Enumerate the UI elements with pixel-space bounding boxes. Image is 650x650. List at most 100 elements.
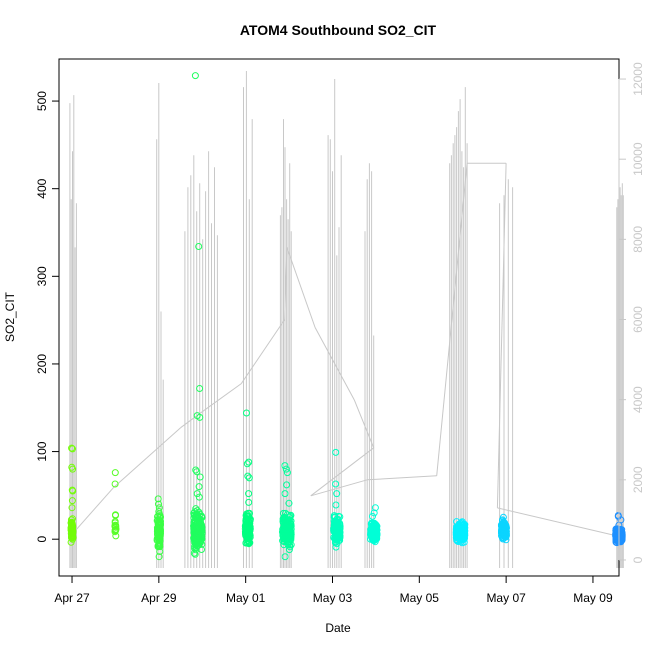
data-point <box>196 413 204 421</box>
y2-tick-label: 6000 <box>631 306 645 333</box>
data-point <box>282 515 290 523</box>
data-point <box>192 466 200 474</box>
data-point <box>157 520 164 528</box>
data-point <box>193 468 201 476</box>
data-point <box>241 522 249 530</box>
overlay-connector <box>112 427 181 489</box>
data-point <box>281 553 289 561</box>
data-point <box>280 541 288 549</box>
data-point <box>281 516 289 524</box>
data-point <box>282 465 290 473</box>
x-tick-label: May 07 <box>486 591 526 605</box>
data-point <box>457 521 465 529</box>
x-axis: Apr 27 Apr 29 May 01 May 03 May 05 May 07 May … <box>54 575 613 605</box>
data-point <box>332 543 340 551</box>
data-point <box>156 525 164 533</box>
x-axis-label: Date <box>325 621 351 635</box>
data-point <box>68 526 76 534</box>
data-point <box>500 530 508 537</box>
data-point <box>244 535 252 543</box>
data-point <box>242 517 250 525</box>
data-point <box>191 550 199 558</box>
data-point <box>499 531 507 539</box>
x-tick-label: May 09 <box>573 591 613 605</box>
data-point <box>112 523 120 531</box>
data-point <box>371 504 379 512</box>
y-tick-label: 100 <box>35 441 49 461</box>
data-point <box>332 480 340 488</box>
data-point <box>371 532 379 540</box>
overlay-connector <box>496 163 507 508</box>
data-point <box>244 528 252 536</box>
data-point <box>287 532 295 540</box>
data-point <box>246 527 254 535</box>
data-point <box>283 481 291 489</box>
data-point <box>68 497 76 505</box>
data-point <box>243 460 251 468</box>
data-point <box>372 534 380 542</box>
data-point <box>283 469 291 477</box>
y-tick-label: 200 <box>35 354 49 374</box>
data-point <box>191 72 199 80</box>
data-point <box>286 522 294 530</box>
data-point <box>194 538 202 546</box>
primary-series <box>67 72 626 561</box>
data-point <box>195 483 203 491</box>
data-point <box>196 385 204 392</box>
data-point <box>155 500 162 508</box>
data-point <box>245 474 253 482</box>
data-point <box>69 534 77 541</box>
data-point <box>156 530 164 538</box>
overlay-connector <box>367 475 437 481</box>
data-point <box>281 490 289 498</box>
x-tick-label: Apr 29 <box>141 591 177 605</box>
data-point <box>111 469 119 477</box>
data-point <box>195 243 203 250</box>
data-point <box>155 504 163 512</box>
data-point <box>244 472 252 480</box>
data-point <box>155 553 163 561</box>
data-point <box>157 518 164 525</box>
data-point <box>68 444 76 452</box>
data-point <box>155 508 163 515</box>
data-point <box>111 519 119 527</box>
data-point <box>195 493 203 501</box>
data-point <box>154 495 162 503</box>
data-point <box>196 517 204 525</box>
data-point <box>243 409 250 417</box>
data-point <box>112 512 119 519</box>
x-tick-label: May 01 <box>226 591 266 605</box>
data-point <box>154 512 162 520</box>
data-point <box>196 473 204 481</box>
data-point <box>245 498 253 506</box>
data-point <box>280 525 288 533</box>
data-point <box>156 548 164 555</box>
data-point <box>245 490 253 498</box>
chart-title: ATOM4 Southbound SO2_CIT <box>240 22 437 38</box>
overlay-connector <box>240 319 286 384</box>
data-point <box>370 509 378 517</box>
data-point <box>332 501 340 509</box>
data-point <box>68 519 76 527</box>
data-point <box>285 499 293 507</box>
data-point <box>372 531 380 539</box>
overlay-connector <box>497 507 617 537</box>
data-point <box>370 530 378 538</box>
y-tick-label: 400 <box>35 178 49 198</box>
data-point <box>67 524 75 532</box>
data-point <box>69 487 77 495</box>
data-point <box>191 512 199 520</box>
data-point <box>69 465 77 473</box>
data-point <box>244 532 252 540</box>
data-point <box>336 525 344 533</box>
data-point <box>335 527 342 535</box>
y2-tick-label: 2000 <box>631 466 645 493</box>
data-point <box>371 520 379 528</box>
secondary-series <box>69 71 624 568</box>
overlay-connector <box>353 399 375 448</box>
y-axis-label: SO2_CIT <box>3 291 17 342</box>
data-point <box>501 531 509 539</box>
data-point <box>333 490 341 498</box>
